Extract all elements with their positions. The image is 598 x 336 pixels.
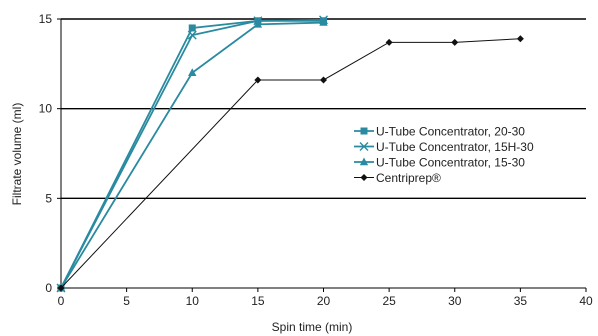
series-3-point-0 (57, 284, 65, 292)
legend-marker-3 (360, 174, 368, 181)
legend-label-3: Centriprep® (376, 171, 441, 185)
series-3-point-5 (516, 35, 524, 43)
grid-lines (61, 18, 586, 200)
series-3-point-4 (451, 38, 459, 46)
series-line-3 (60, 38, 521, 289)
legend-label-2: U-Tube Concentrator, 15-30 (376, 156, 525, 170)
series-line-1 (60, 18, 324, 289)
legend-marker-2 (359, 157, 369, 166)
x-tick-label-30: 30 (448, 294, 462, 308)
series-0-point-1 (188, 24, 196, 32)
series-line-2 (60, 21, 324, 289)
series-1 (56, 15, 328, 293)
series-line-0 (60, 19, 324, 289)
x-tick-label-5: 5 (123, 294, 130, 308)
series-0 (57, 17, 327, 292)
y-tick-label-0: 0 (45, 281, 52, 295)
series-2-point-2 (253, 19, 263, 28)
y-axis-label: Filtrate volume (ml) (10, 103, 24, 206)
x-tick-label-35: 35 (514, 294, 528, 308)
x-tick-label-15: 15 (251, 294, 265, 308)
series-1-point-1 (187, 30, 197, 40)
y-tick-label-5: 5 (45, 191, 52, 205)
x-tick-label-10: 10 (186, 294, 200, 308)
legend-marker-0 (360, 127, 368, 135)
x-axis-label: Spin time (min) (272, 320, 353, 334)
series-2-point-3 (319, 18, 328, 26)
x-tick-label-0: 0 (58, 294, 65, 308)
series-2 (56, 18, 328, 292)
series-3-point-3 (385, 38, 393, 46)
x-tick-label-20: 20 (317, 294, 331, 308)
y-tick-label-15: 15 (39, 12, 53, 26)
legend-label-1: U-Tube Concentrator, 15H-30 (376, 140, 534, 154)
series-2-point-1 (188, 68, 197, 76)
legend-entry-1: U-Tube Concentrator, 15H-30 (354, 140, 534, 154)
y-tick-label-10: 10 (39, 102, 53, 116)
data-series (56, 15, 524, 293)
legend-entry-0: U-Tube Concentrator, 20-30 (354, 125, 525, 139)
series-3-point-2 (320, 76, 327, 84)
x-tick-label-25: 25 (382, 294, 396, 308)
legend-entry-2: U-Tube Concentrator, 15-30 (354, 156, 525, 170)
series-3 (57, 35, 524, 292)
legend-entry-3: Centriprep® (354, 171, 441, 185)
legend-label-0: U-Tube Concentrator, 20-30 (376, 125, 525, 139)
legend-marker-1 (359, 142, 369, 151)
axes: 0 5 10 15 20 25 30 35 40 0 5 10 15 (39, 12, 593, 308)
legend: U-Tube Concentrator, 20-30U-Tube Concent… (354, 125, 534, 185)
series-3-point-1 (254, 76, 262, 84)
x-tick-label-40: 40 (579, 294, 593, 308)
